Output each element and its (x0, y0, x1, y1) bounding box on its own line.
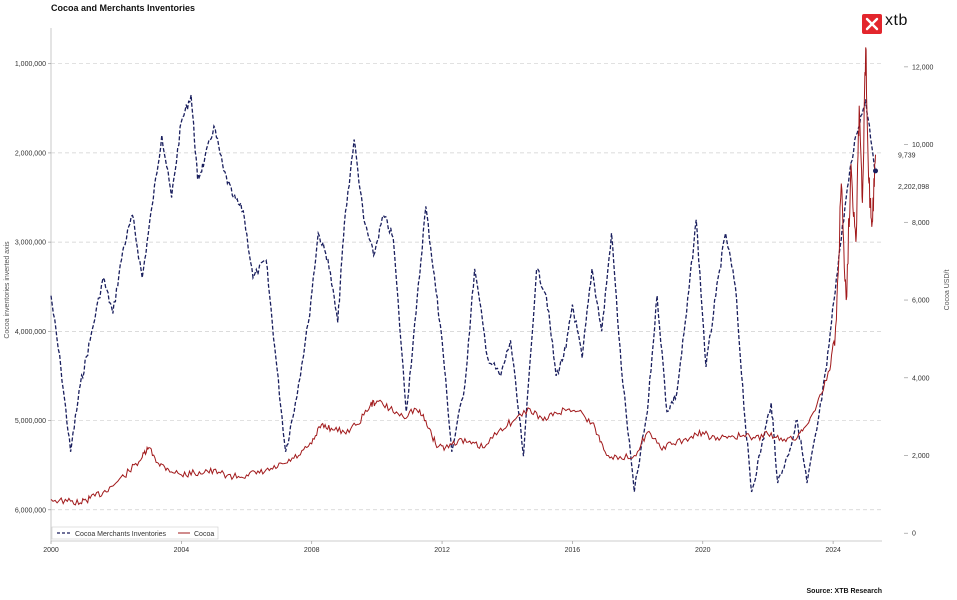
x-tick-label: 2008 (304, 547, 320, 554)
x-axis-ticks: 2000 2004 2008 2012 2016 2020 2024 (43, 541, 841, 554)
grid-lines (51, 63, 882, 511)
right-tick-label: 8,000 (912, 220, 930, 227)
right-tick-label: 6,000 (912, 298, 930, 305)
x-tick-label: 2000 (43, 547, 59, 554)
x-tick-label: 2024 (825, 547, 841, 554)
legend-box (51, 526, 219, 540)
right-axis-ticks: 0 2,000 4,000 6,000 8,000 10,000 12,000 (904, 64, 934, 538)
right-tick-label: 4,000 (912, 375, 930, 382)
left-tick-label: 5,000,000 (15, 418, 46, 425)
series-line-cocoa (50, 47, 876, 506)
legend: Cocoa Merchants Inventories Cocoa (51, 526, 219, 540)
left-tick-label: 6,000,000 (15, 507, 46, 514)
left-tick-label: 3,000,000 (15, 240, 46, 247)
left-axis-ticks: 1,000,000 2,000,000 3,000,000 4,000,000 5,00… (15, 61, 51, 514)
x-tick-label: 2012 (434, 547, 450, 554)
x-tick-label: 2016 (565, 547, 581, 554)
left-tick-label: 4,000,000 (15, 329, 46, 336)
cocoa-last-value-label: 9,739 (898, 153, 916, 160)
right-axis-title: Cocoa USD/t (944, 270, 951, 311)
left-tick-label: 2,000,000 (15, 150, 46, 157)
source-note: Source: XTB Research (807, 588, 882, 595)
legend-label-cocoa: Cocoa (194, 531, 214, 538)
x-tick-label: 2004 (174, 547, 190, 554)
inventories-end-point (873, 168, 878, 174)
inventories-last-value-label: 2,202,098 (898, 184, 929, 191)
left-tick-label: 1,000,000 (15, 61, 46, 68)
right-tick-label: 10,000 (912, 142, 934, 149)
right-tick-label: 0 (912, 531, 916, 538)
right-tick-label: 2,000 (912, 453, 930, 460)
series-line-merchants-inventories (50, 94, 877, 493)
x-tick-label: 2020 (695, 547, 711, 554)
xtb-logo-icon (862, 14, 882, 34)
left-axis-title: Cocoa inventories inverted axis (4, 241, 11, 339)
right-tick-label: 12,000 (912, 64, 934, 71)
xtb-logo-text: xtb (885, 12, 908, 29)
legend-label-inventories: Cocoa Merchants Inventories (75, 531, 167, 538)
chart-title: Cocoa and Merchants Inventories (51, 3, 195, 13)
